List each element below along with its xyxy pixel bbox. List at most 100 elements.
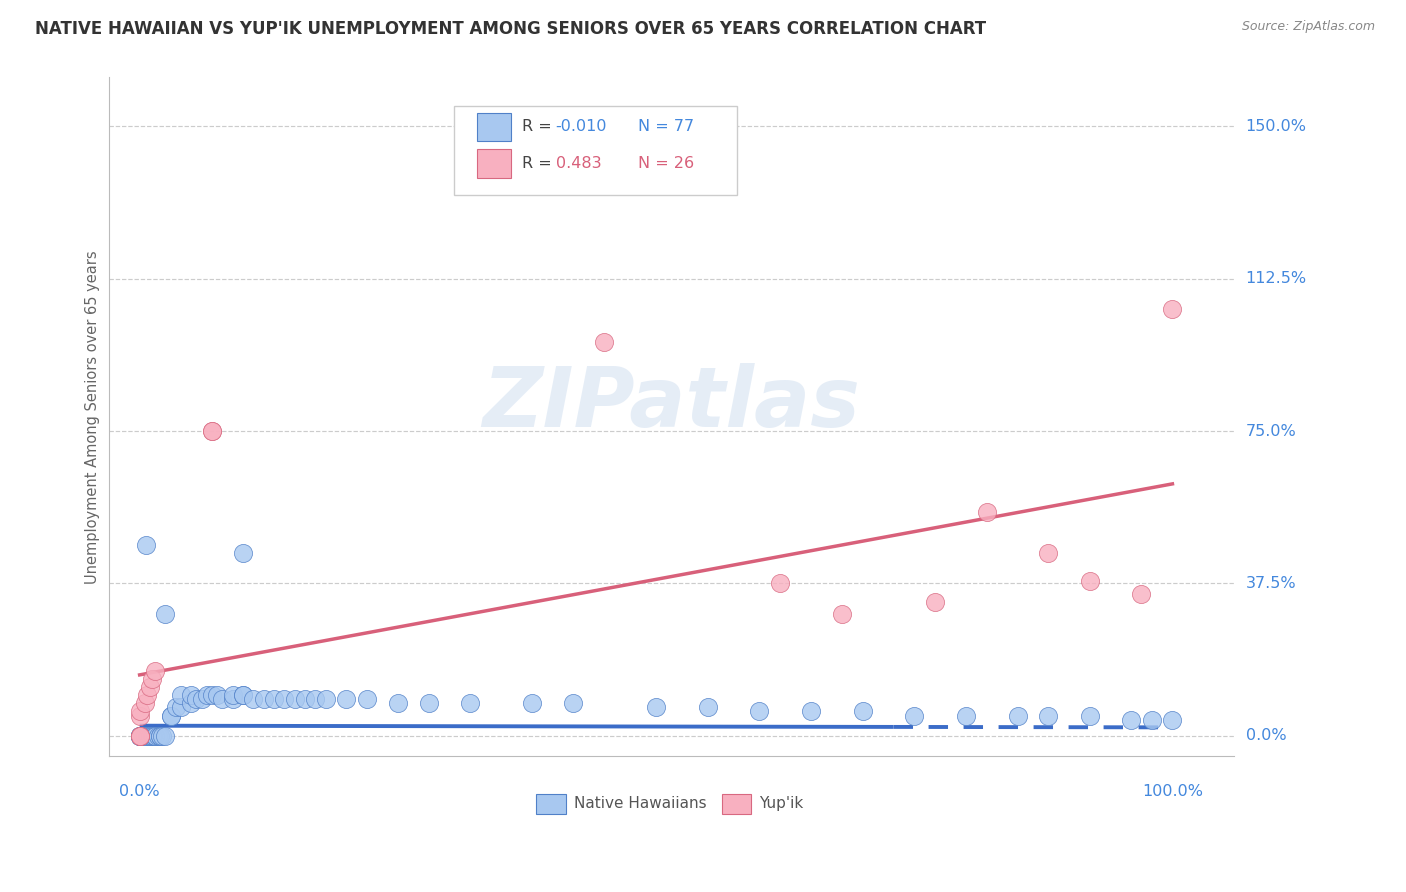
Point [128,729,150,743]
Point [135,729,157,743]
Text: -0.010: -0.010 [555,120,607,135]
Point [696,700,718,714]
Text: N = 26: N = 26 [638,156,695,171]
Text: Source: ZipAtlas.com: Source: ZipAtlas.com [1241,20,1375,33]
Point [242,692,264,706]
Text: N = 77: N = 77 [638,120,695,135]
Point [221,688,243,702]
Point [195,688,218,702]
Point [128,729,150,743]
Point [1161,302,1184,317]
Text: 100.0%: 100.0% [1142,784,1204,799]
Point [149,729,172,743]
Point [128,729,150,743]
Point [232,546,254,560]
Point [159,708,181,723]
Point [128,729,150,743]
Point [170,688,193,702]
Point [955,708,977,723]
Point [1038,546,1060,560]
Point [263,692,285,706]
Point [180,697,202,711]
Point [283,692,305,706]
Point [128,729,150,743]
Point [155,607,177,621]
Point [190,692,212,706]
Point [201,424,224,438]
Point [186,692,208,706]
Text: 75.0%: 75.0% [1246,424,1296,439]
Point [135,688,157,702]
Point [852,705,875,719]
Point [143,729,166,743]
Point [139,729,162,743]
Point [356,692,378,706]
Point [128,708,150,723]
Point [1007,708,1029,723]
Point [294,692,316,706]
Point [141,672,163,686]
Point [128,729,150,743]
Point [221,692,243,706]
Point [1130,586,1153,600]
Point [128,729,150,743]
Point [201,688,224,702]
Point [1119,713,1142,727]
Point [128,729,150,743]
Point [304,692,326,706]
Point [128,729,150,743]
Point [769,576,792,591]
Point [387,697,409,711]
Text: R =: R = [522,156,557,171]
Point [149,729,172,743]
Point [800,705,823,719]
Point [748,705,770,719]
Point [128,729,150,743]
Point [232,688,254,702]
Point [976,505,998,519]
Text: Native Hawaiians: Native Hawaiians [574,797,706,811]
Point [135,538,157,552]
Point [128,705,150,719]
Point [128,729,150,743]
Point [645,700,668,714]
Point [159,708,181,723]
Point [136,729,159,743]
Point [142,729,165,743]
Point [593,334,616,349]
Point [134,729,156,743]
Point [128,729,150,743]
Point [903,708,925,723]
Point [180,688,202,702]
Point [315,692,337,706]
FancyBboxPatch shape [477,149,510,178]
Text: ZIPatlas: ZIPatlas [482,363,860,443]
Point [201,424,224,438]
Text: 112.5%: 112.5% [1246,271,1306,286]
Text: 0.0%: 0.0% [120,784,160,799]
Point [128,729,150,743]
Text: NATIVE HAWAIIAN VS YUP'IK UNEMPLOYMENT AMONG SENIORS OVER 65 YEARS CORRELATION C: NATIVE HAWAIIAN VS YUP'IK UNEMPLOYMENT A… [35,20,986,37]
Y-axis label: Unemployment Among Seniors over 65 years: Unemployment Among Seniors over 65 years [86,250,100,583]
Point [150,729,173,743]
Point [143,664,166,678]
Point [139,729,162,743]
FancyBboxPatch shape [723,794,751,814]
Point [165,700,187,714]
Point [170,700,193,714]
FancyBboxPatch shape [537,794,565,814]
Point [155,729,177,743]
Point [335,692,357,706]
Point [1140,713,1163,727]
Point [418,697,440,711]
Point [1078,708,1101,723]
Point [252,692,274,706]
Text: 37.5%: 37.5% [1246,576,1296,591]
Point [128,729,150,743]
Text: 0.0%: 0.0% [1246,729,1286,743]
Point [924,595,946,609]
Point [128,729,150,743]
Point [562,697,585,711]
Point [128,729,150,743]
Point [139,680,162,694]
